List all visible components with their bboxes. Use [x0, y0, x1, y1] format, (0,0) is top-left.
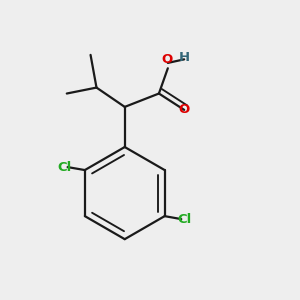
Text: O: O — [161, 53, 172, 66]
Text: Cl: Cl — [58, 160, 72, 174]
Text: Cl: Cl — [178, 213, 192, 226]
Text: O: O — [178, 103, 190, 116]
Text: H: H — [178, 51, 190, 64]
